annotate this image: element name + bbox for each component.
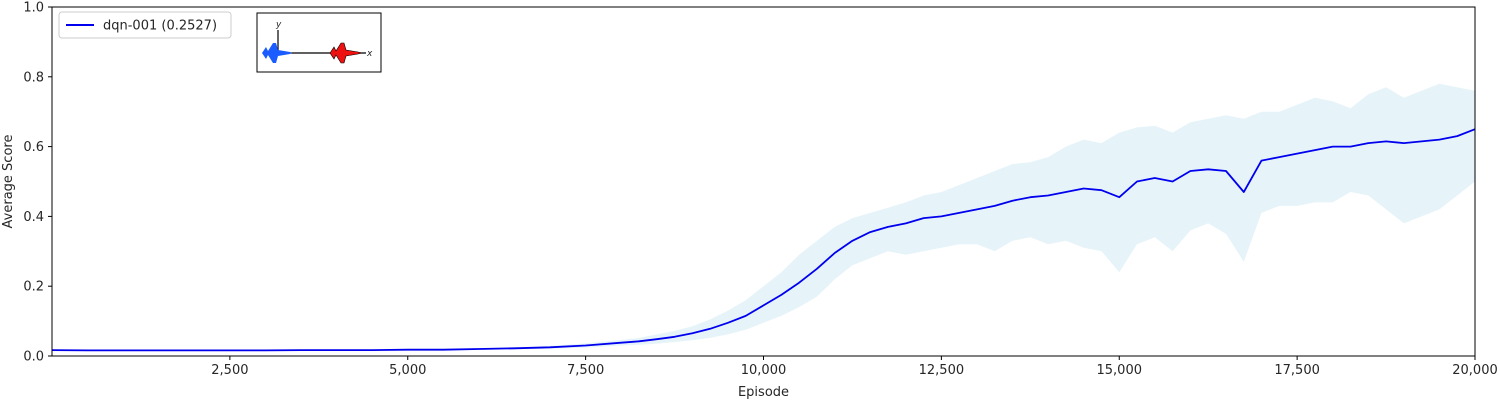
y-tick-label: 0.4	[23, 210, 44, 225]
x-tick-label: 15,000	[1097, 363, 1143, 378]
y-axis-label: Average Score	[1, 135, 16, 229]
legend-box	[58, 11, 232, 39]
inset-x-label: x	[366, 49, 373, 59]
red-jet-icon	[329, 42, 363, 64]
x-tick-label: 12,500	[919, 363, 965, 378]
x-tick-label: 5,000	[389, 363, 426, 378]
x-axis-ticks: 2,500 5,000 7,500 10,000 12,500 15,000 17,500 2…	[211, 356, 1498, 378]
y-tick-label: 1.0	[23, 1, 44, 16]
x-tick-label: 17,500	[1274, 363, 1320, 378]
series-line-layer	[51, 128, 1476, 352]
legend-entry-label: dqn-001 (0.2527)	[103, 19, 217, 34]
inset-aircraft-diagram: y x	[256, 12, 382, 73]
legend: dqn-001 (0.2527)	[58, 11, 232, 39]
x-tick-label: 7,500	[567, 363, 604, 378]
x-tick-label: 10,000	[741, 363, 787, 378]
y-tick-label: 0.2	[23, 280, 44, 295]
blue-jet-icon	[262, 43, 292, 63]
y-tick-label: 0.8	[23, 70, 44, 85]
series-0-line	[51, 128, 1476, 352]
x-tick-label: 2,500	[211, 363, 248, 378]
y-axis-ticks: 0.0 0.2 0.4 0.6 0.8 1.0	[23, 1, 52, 365]
x-tick-label: 20,000	[1452, 363, 1498, 378]
x-axis-label: Episode	[738, 385, 789, 400]
y-tick-label: 0.6	[23, 140, 44, 155]
confidence-band-layer	[52, 83, 1475, 351]
y-tick-label: 0.0	[23, 350, 44, 365]
series-0-confidence-band	[52, 83, 1475, 351]
inset-y-label: y	[275, 20, 282, 30]
